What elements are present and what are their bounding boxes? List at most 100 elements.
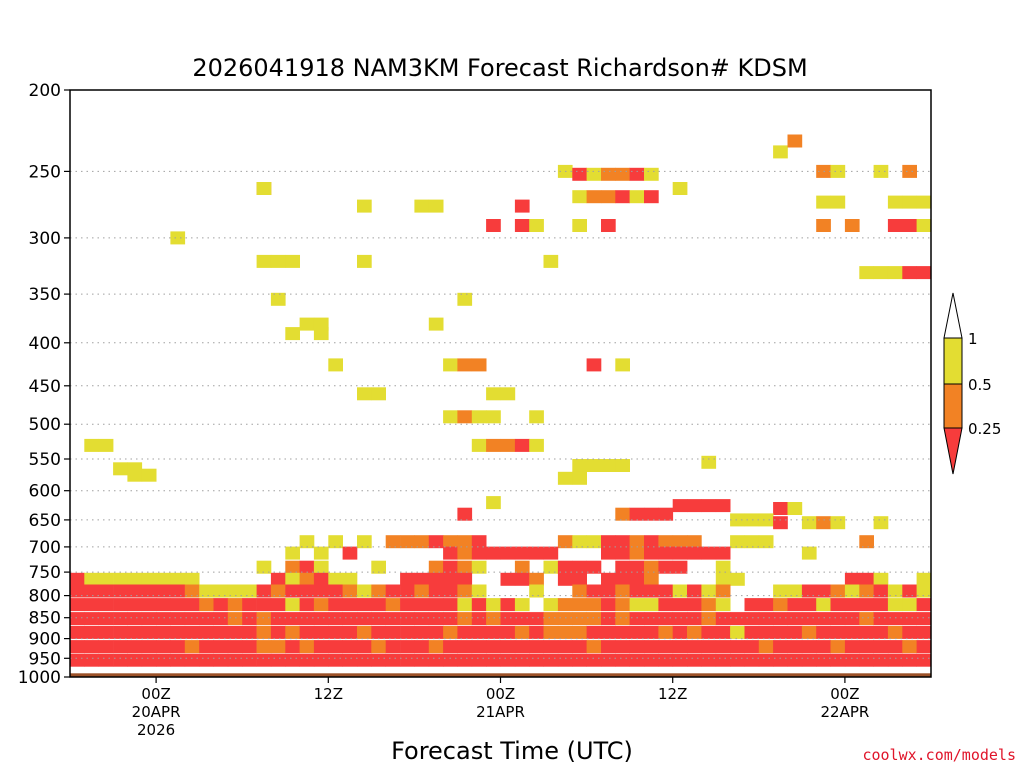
ri-cell: [84, 584, 99, 598]
ri-cell: [701, 625, 717, 639]
ri-cell: [342, 640, 358, 654]
ri-cell: [213, 625, 229, 639]
ri-cell: [687, 535, 702, 549]
ri-cell: [773, 640, 788, 654]
y-axis: 200 250 300 350 400 450 500 550 600 650 700 750 8008…: [18, 81, 70, 688]
ri-cell: [199, 584, 214, 598]
ri-cell: [586, 560, 602, 574]
ri-cell: [428, 317, 444, 331]
ri-cell: [184, 572, 200, 586]
ri-cell: [672, 598, 688, 612]
ri-cell: [629, 640, 645, 654]
ri-cell: [213, 653, 229, 667]
ri-cell: [428, 199, 444, 213]
ri-cell: [428, 625, 444, 639]
ri-cell: [514, 625, 530, 639]
ri-cell: [859, 653, 874, 667]
ri-cell: [658, 535, 674, 549]
ri-cell: [629, 584, 645, 598]
ri-cell: [572, 584, 587, 598]
ground-fill: [70, 673, 931, 677]
ri-cell: [801, 584, 817, 598]
ri-cell: [873, 598, 889, 612]
ri-cell: [644, 535, 659, 549]
ri-cell: [672, 612, 688, 626]
ri-cell: [615, 546, 630, 560]
ri-cell: [342, 653, 358, 667]
y-tick-label: 900: [29, 630, 61, 650]
ri-cell: [658, 598, 674, 612]
ri-cell: [328, 572, 343, 586]
ri-cell: [844, 625, 860, 639]
ri-cell: [428, 572, 444, 586]
ri-cell: [285, 327, 300, 341]
ri-cell: [414, 535, 430, 549]
ri-cell: [529, 625, 544, 639]
ri-cell: [672, 584, 688, 598]
ri-cell: [658, 546, 674, 560]
ri-cell: [170, 625, 186, 639]
ri-cell: [242, 653, 257, 667]
legend-label: 0.5: [968, 376, 992, 394]
ri-cell: [557, 640, 573, 654]
ri-cell: [887, 625, 903, 639]
x-tick-label: 00Z: [486, 685, 515, 703]
ri-cell: [916, 584, 931, 598]
ri-cell: [84, 625, 99, 639]
ri-cell: [658, 560, 674, 574]
ri-cell: [98, 612, 114, 626]
ri-cell: [443, 410, 458, 424]
y-tick-label: 650: [29, 511, 61, 531]
ri-cell: [787, 134, 803, 148]
ri-cell: [715, 584, 731, 598]
ri-cell: [744, 535, 760, 549]
ri-cell: [758, 640, 774, 654]
ri-cell: [98, 572, 114, 586]
ri-cell: [156, 584, 171, 598]
ri-cell: [486, 612, 501, 626]
ri-cell: [902, 625, 917, 639]
ri-cell: [342, 584, 358, 598]
ri-cell: [601, 535, 616, 549]
ri-cell: [328, 640, 343, 654]
ri-cell: [256, 560, 272, 574]
ri-cell: [644, 612, 659, 626]
ri-cell: [486, 546, 501, 560]
ri-cell: [672, 640, 688, 654]
ri-cell: [557, 598, 573, 612]
ri-cell: [443, 625, 458, 639]
ri-cell: [141, 640, 157, 654]
ri-cell: [500, 598, 516, 612]
ri-cell: [500, 572, 516, 586]
ri-cell: [830, 164, 846, 178]
ri-cell: [773, 653, 788, 667]
ri-cell: [801, 653, 817, 667]
ri-cell: [457, 612, 473, 626]
ri-cell: [270, 572, 286, 586]
ri-cell: [500, 387, 516, 401]
heatmap-cells: [70, 134, 931, 667]
ri-cell: [113, 572, 128, 586]
ri-cell: [500, 546, 516, 560]
ri-cell: [887, 612, 903, 626]
ri-cell: [84, 572, 99, 586]
ri-cell: [70, 584, 85, 598]
y-tick-label: 950: [29, 649, 61, 669]
ri-cell: [529, 584, 544, 598]
ri-cell: [184, 612, 200, 626]
ri-cell: [715, 499, 731, 513]
ri-cell: [98, 653, 114, 667]
ri-cell: [227, 640, 243, 654]
ri-cell: [213, 640, 229, 654]
ri-cell: [127, 653, 143, 667]
ri-cell: [902, 640, 917, 654]
ri-cell: [313, 560, 329, 574]
ri-cell: [514, 199, 530, 213]
ri-cell: [184, 625, 200, 639]
ri-cell: [730, 640, 745, 654]
ri-cell: [227, 584, 243, 598]
ri-cell: [830, 516, 846, 530]
ri-cell: [328, 584, 343, 598]
ri-cell: [543, 640, 559, 654]
y-tick-label: 500: [29, 415, 61, 435]
